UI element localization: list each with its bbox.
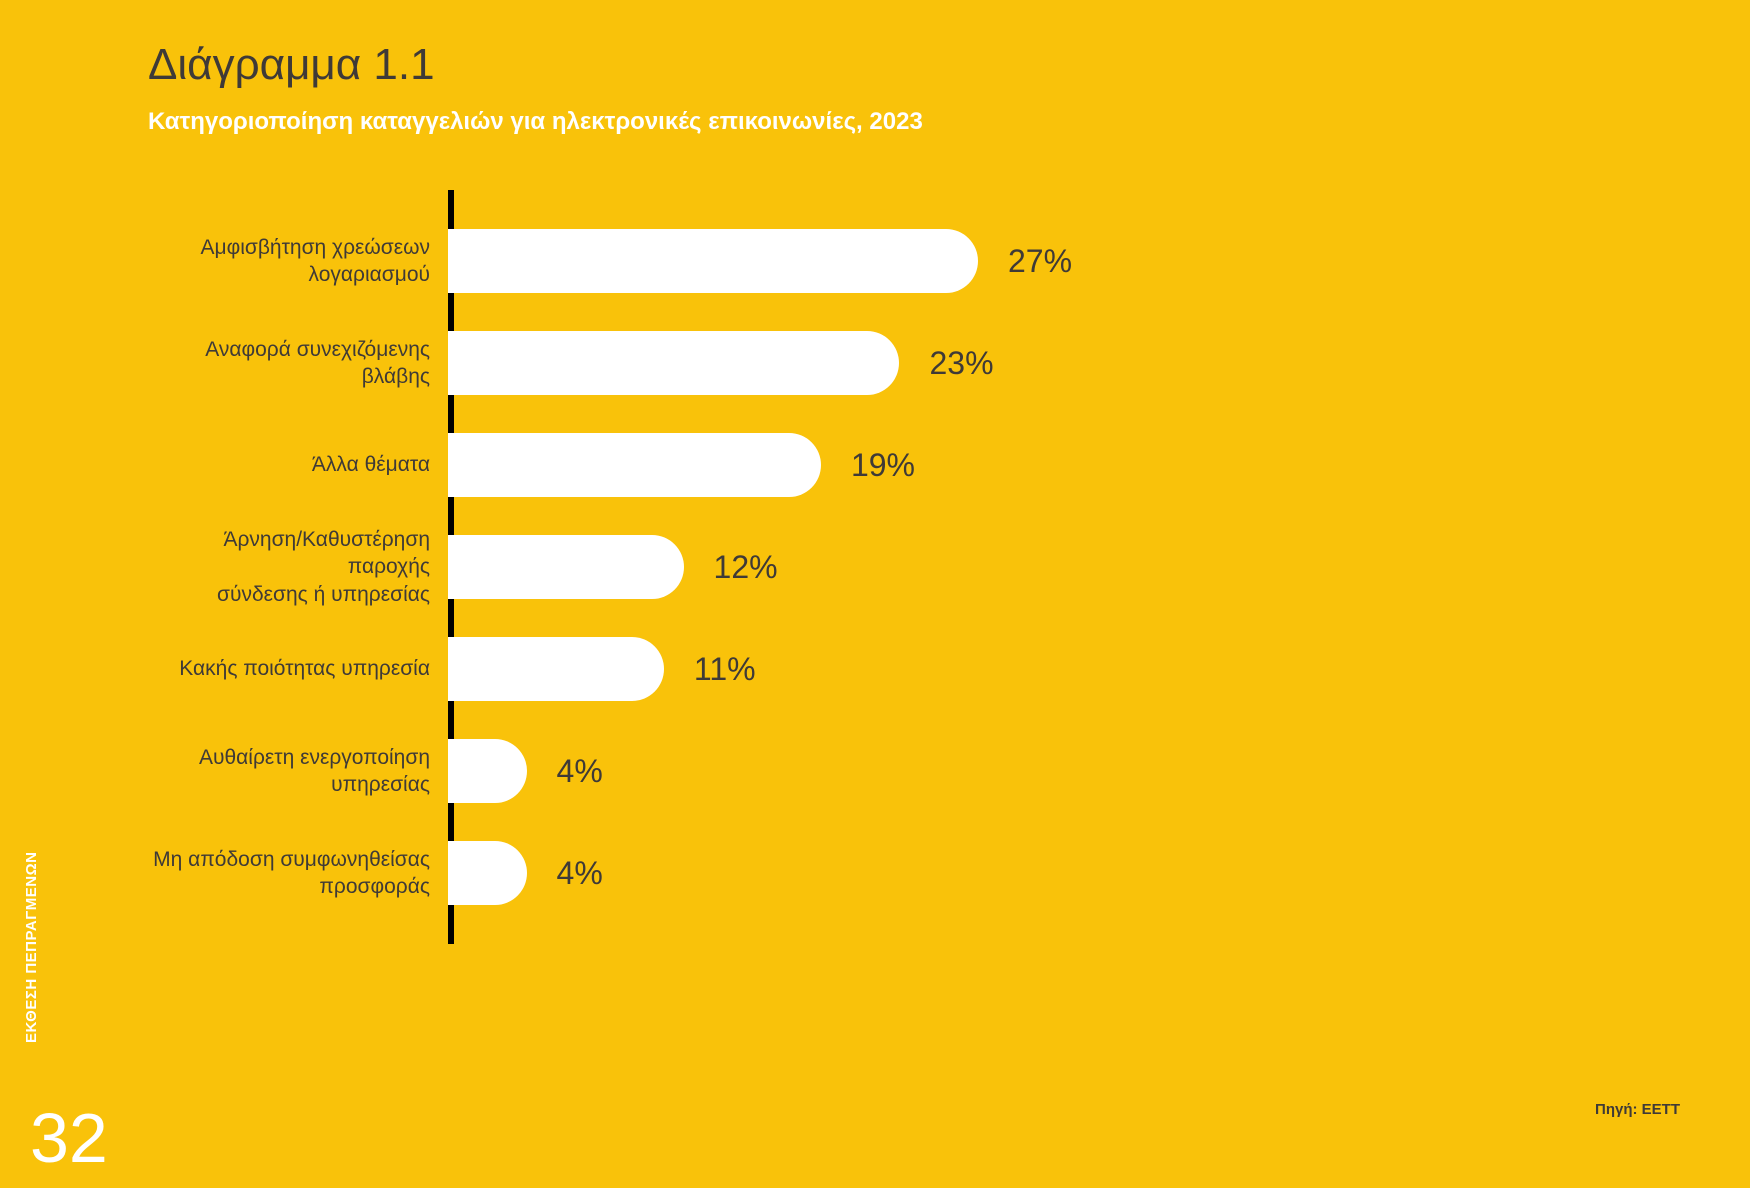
chart-subtitle: Κατηγοριοποίηση καταγγελιών για ηλεκτρον… (148, 108, 923, 136)
chart-title: Διάγραμμα 1.1 (148, 40, 435, 90)
bar-area: 4% (448, 720, 603, 822)
axis-tick (448, 414, 454, 433)
category-label: Άλλα θέματα (148, 451, 448, 478)
axis-tick (448, 701, 454, 720)
bar-row: Αυθαίρετη ενεργοποίησηυπηρεσίας 4% (148, 720, 1348, 822)
category-label: Αυθαίρετη ενεργοποίησηυπηρεσίας (148, 744, 448, 799)
bar-area: 19% (448, 414, 915, 516)
bar-area: 4% (448, 822, 603, 924)
bar (448, 841, 527, 905)
axis-tick (448, 905, 454, 924)
category-label: Αναφορά συνεχιζόμενηςβλάβης (148, 336, 448, 391)
axis-tick (448, 497, 454, 516)
value-label: 19% (851, 447, 915, 484)
source-citation: Πηγή: EETT (1595, 1101, 1680, 1118)
axis-tick-row: . (148, 924, 1348, 944)
axis-tick (448, 599, 454, 618)
bar-row: Μη απόδοση συμφωνηθείσαςπροσφοράς 4% (148, 822, 1348, 924)
horizontal-bar-chart: . Αμφισβήτηση χρεώσεωνλογαριασμού 27% Αναφο… (148, 190, 1348, 944)
value-label: 4% (557, 753, 603, 790)
page-number: 32 (30, 1098, 108, 1178)
axis-tick (448, 720, 454, 739)
axis-tick (448, 516, 454, 535)
side-section-label: ΕΚΘΕΣΗ ΠΕΠΡΑΓΜΕΝΩΝ (23, 852, 40, 1043)
axis-tick (448, 293, 454, 312)
axis-tick (448, 618, 454, 637)
axis-tick (448, 190, 454, 210)
axis-tick (448, 803, 454, 822)
bar (448, 331, 899, 395)
category-label: Άρνηση/Καθυστέρηση παροχήςσύνδεσης ή υπη… (148, 526, 448, 608)
value-label: 23% (929, 345, 993, 382)
category-label: Μη απόδοση συμφωνηθείσαςπροσφοράς (148, 846, 448, 901)
bar-row: Κακής ποιότητας υπηρεσία 11% (148, 618, 1348, 720)
bar-row: Αναφορά συνεχιζόμενηςβλάβης 23% (148, 312, 1348, 414)
bar-area: 12% (448, 516, 778, 618)
bar-area: 11% (448, 618, 756, 720)
bar (448, 739, 527, 803)
bar (448, 535, 684, 599)
bar-row: Άλλα θέματα 19% (148, 414, 1348, 516)
axis-tick (448, 210, 454, 229)
axis-tick (448, 822, 454, 841)
bar-row: Άρνηση/Καθυστέρηση παροχήςσύνδεσης ή υπη… (148, 516, 1348, 618)
bar (448, 229, 978, 293)
bar (448, 433, 821, 497)
value-label: 27% (1008, 243, 1072, 280)
axis-tick (448, 924, 454, 944)
value-label: 12% (714, 549, 778, 586)
report-page: Διάγραμμα 1.1 Κατηγοριοποίηση καταγγελιώ… (0, 0, 1750, 1188)
bar-area: 27% (448, 210, 1072, 312)
bar-area: 23% (448, 312, 994, 414)
axis-tick-row: . (148, 190, 1348, 210)
category-label: Αμφισβήτηση χρεώσεωνλογαριασμού (148, 234, 448, 289)
value-label: 11% (694, 651, 756, 688)
axis-tick (448, 395, 454, 414)
category-label: Κακής ποιότητας υπηρεσία (148, 655, 448, 682)
bar (448, 637, 664, 701)
value-label: 4% (557, 855, 603, 892)
bar-row: Αμφισβήτηση χρεώσεωνλογαριασμού 27% (148, 210, 1348, 312)
axis-tick (448, 312, 454, 331)
